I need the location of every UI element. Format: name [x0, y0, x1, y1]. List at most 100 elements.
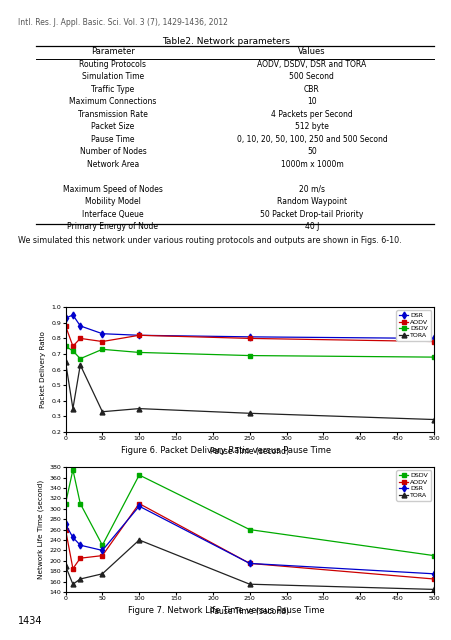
Text: 40 J: 40 J [304, 222, 318, 231]
TORA [78, 361, 83, 369]
TORA [63, 358, 68, 365]
DSR [99, 330, 105, 337]
Text: 50 Packet Drop-tail Priority: 50 Packet Drop-tail Priority [260, 209, 363, 219]
TORA [70, 580, 75, 588]
AODV [63, 526, 68, 534]
TORA [70, 404, 75, 412]
DSDV [136, 471, 142, 479]
DSDV [246, 352, 252, 360]
TORA [430, 416, 436, 424]
TORA [63, 562, 68, 570]
Text: 20 m/s: 20 m/s [298, 184, 324, 194]
Line: AODV: AODV [63, 323, 435, 349]
Text: Intl. Res. J. Appl. Basic. Sci. Vol. 3 (7), 1429-1436, 2012: Intl. Res. J. Appl. Basic. Sci. Vol. 3 (… [18, 18, 227, 27]
Text: 0, 10, 20, 50, 100, 250 and 500 Second: 0, 10, 20, 50, 100, 250 and 500 Second [236, 134, 387, 144]
DSDV [430, 552, 436, 559]
TORA [78, 575, 83, 583]
Line: AODV: AODV [63, 501, 435, 581]
Text: Mobility Model: Mobility Model [85, 197, 141, 206]
AODV [246, 559, 252, 567]
Text: Maximum Speed of Nodes: Maximum Speed of Nodes [63, 184, 162, 194]
AODV [99, 552, 105, 559]
Text: 1434: 1434 [18, 616, 42, 626]
Line: DSDV: DSDV [63, 344, 435, 361]
Line: DSR: DSR [63, 504, 435, 576]
Text: Parameter: Parameter [91, 47, 135, 56]
DSR [70, 311, 75, 319]
DSDV [246, 526, 252, 534]
DSDV [70, 466, 75, 474]
DSDV [430, 353, 436, 361]
AODV [78, 335, 83, 342]
Text: Maximum Connections: Maximum Connections [69, 97, 156, 106]
Text: 512 byte: 512 byte [295, 122, 328, 131]
X-axis label: Pause Time (second): Pause Time (second) [210, 607, 289, 616]
Text: Table2. Network parameters: Table2. Network parameters [161, 37, 290, 46]
Text: Number of Nodes: Number of Nodes [79, 147, 146, 156]
DSDV [99, 346, 105, 353]
DSDV [78, 500, 83, 508]
DSR [430, 570, 436, 578]
Legend: DSDV, AODV, DSR, TORA: DSDV, AODV, DSR, TORA [396, 470, 430, 500]
AODV [246, 335, 252, 342]
DSR [246, 559, 252, 567]
Text: Traffic Type: Traffic Type [91, 84, 134, 94]
AODV [136, 332, 142, 339]
Line: DSR: DSR [63, 312, 435, 341]
AODV [78, 554, 83, 562]
DSR [99, 547, 105, 554]
AODV [430, 575, 436, 583]
Text: Pause Time: Pause Time [91, 134, 134, 144]
AODV [70, 342, 75, 350]
Legend: DSR, AODV, DSDV, TORA: DSR, AODV, DSDV, TORA [396, 310, 430, 340]
Y-axis label: Packet Delivery Ratio: Packet Delivery Ratio [40, 331, 46, 408]
Text: 500 Second: 500 Second [289, 72, 334, 81]
DSR [78, 541, 83, 549]
TORA [430, 586, 436, 593]
Text: We simulated this network under various routing protocols and outputs are shown : We simulated this network under various … [18, 236, 401, 244]
Text: Values: Values [297, 47, 325, 56]
Text: Primary Energy of Node: Primary Energy of Node [67, 222, 158, 231]
Line: DSDV: DSDV [63, 467, 435, 558]
X-axis label: Pause Time (second): Pause Time (second) [210, 447, 289, 456]
Text: 50: 50 [306, 147, 316, 156]
Text: Network Area: Network Area [87, 159, 139, 169]
DSDV [70, 347, 75, 355]
Text: 10: 10 [306, 97, 316, 106]
TORA [136, 536, 142, 544]
TORA [246, 410, 252, 417]
Line: TORA: TORA [63, 360, 435, 422]
TORA [99, 570, 105, 578]
AODV [99, 338, 105, 346]
Line: TORA: TORA [63, 538, 435, 592]
DSDV [99, 541, 105, 549]
DSR [430, 335, 436, 342]
Text: CBR: CBR [304, 84, 319, 94]
TORA [246, 580, 252, 588]
Text: 1000m x 1000m: 1000m x 1000m [280, 159, 342, 169]
Text: Transmission Rate: Transmission Rate [78, 109, 147, 119]
TORA [99, 408, 105, 415]
DSDV [136, 349, 142, 356]
Text: Routing Protocols: Routing Protocols [79, 60, 146, 69]
Y-axis label: Network Life Time (second): Network Life Time (second) [37, 480, 44, 579]
AODV [70, 564, 75, 572]
Text: 4 Packets per Second: 4 Packets per Second [271, 109, 352, 119]
Text: AODV, DSDV, DSR and TORA: AODV, DSDV, DSR and TORA [257, 60, 366, 69]
AODV [63, 322, 68, 330]
Text: Interface Queue: Interface Queue [82, 209, 143, 219]
Text: Packet Size: Packet Size [91, 122, 134, 131]
AODV [136, 500, 142, 508]
DSDV [78, 355, 83, 362]
DSDV [63, 342, 68, 350]
DSR [63, 520, 68, 528]
DSDV [63, 500, 68, 508]
DSR [70, 534, 75, 541]
Text: Figure 6. Packet Delivery Ratio versus Pause Time: Figure 6. Packet Delivery Ratio versus P… [121, 446, 330, 455]
DSR [136, 502, 142, 510]
DSR [136, 332, 142, 339]
Text: Simulation Time: Simulation Time [82, 72, 144, 81]
DSR [78, 322, 83, 330]
TORA [136, 404, 142, 412]
DSR [246, 333, 252, 340]
